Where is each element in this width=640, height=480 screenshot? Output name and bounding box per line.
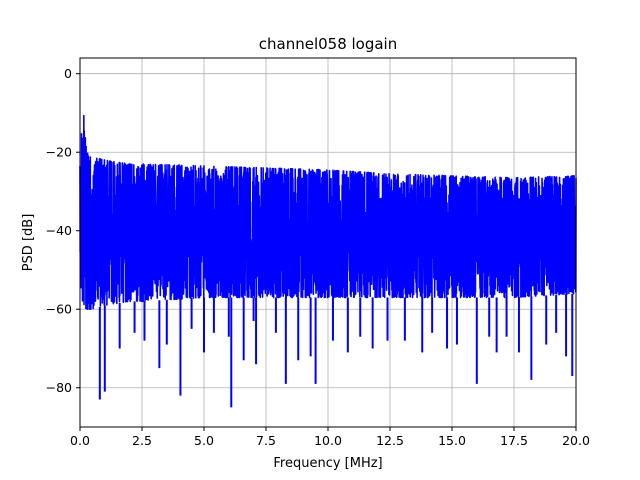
- x-tick-label-0: 0.0: [70, 433, 90, 448]
- y-axis: −80 −60 −40 −20 0: [46, 66, 80, 395]
- x-tick-label-5: 12.5: [376, 433, 404, 448]
- x-axis: 0.0 2.5 5.0 7.5 10.0 12.5 15.0 17.5 20.0: [70, 427, 590, 448]
- x-tick-label-1: 2.5: [132, 433, 152, 448]
- y-tick-label-0: −80: [46, 380, 72, 395]
- x-tick-label-6: 15.0: [438, 433, 466, 448]
- chart-title: channel058 logain: [259, 35, 398, 53]
- plot-series: [79, 114, 577, 408]
- y-tick-label-1: −60: [46, 302, 72, 317]
- y-tick-label-4: 0: [64, 66, 72, 81]
- x-axis-label: Frequency [MHz]: [273, 456, 382, 471]
- y-tick-label-3: −20: [46, 145, 72, 160]
- y-axis-label: PSD [dB]: [21, 214, 36, 272]
- y-tick-label-2: −40: [46, 223, 72, 238]
- psd-trace: [79, 114, 577, 311]
- x-tick-label-2: 5.0: [194, 433, 214, 448]
- x-tick-label-3: 7.5: [256, 433, 276, 448]
- x-tick-label-7: 17.5: [500, 433, 528, 448]
- x-tick-label-8: 20.0: [562, 433, 590, 448]
- x-tick-label-4: 10.0: [314, 433, 342, 448]
